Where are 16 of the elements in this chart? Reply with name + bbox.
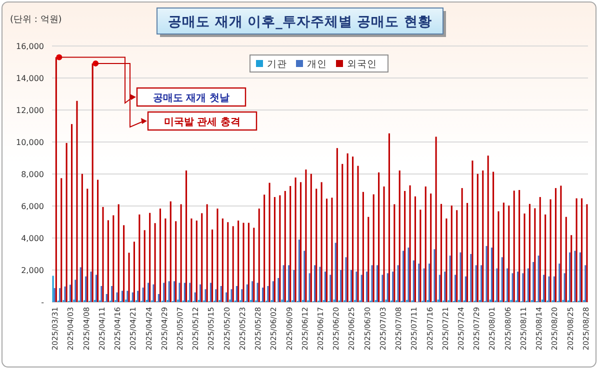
chart-title: 공매도 재개 이후_투자주체별 공매도 현황 [168,14,432,30]
y-tick-label: 12,000 [16,106,44,115]
y-tick-label: 14,000 [16,74,44,83]
annotation: 공매도 재개 첫날 [152,93,230,104]
y-tick-label: 8,000 [21,170,44,179]
legend-label: 개인 [307,59,327,70]
legend-label: 기관 [267,59,287,70]
legend-label: 외국인 [347,59,377,70]
y-tick-label: - [41,298,44,307]
y-axis-title: (단위 : 억원) [10,15,62,25]
y-tick-label: 10,000 [16,138,44,147]
y-tick-label: 6,000 [21,202,44,211]
y-tick-label: 16,000 [16,42,44,51]
annotation: 미국발 관세 충격 [164,117,241,128]
y-tick-label: 2,000 [21,266,44,275]
y-tick-label: 4,000 [21,234,44,243]
